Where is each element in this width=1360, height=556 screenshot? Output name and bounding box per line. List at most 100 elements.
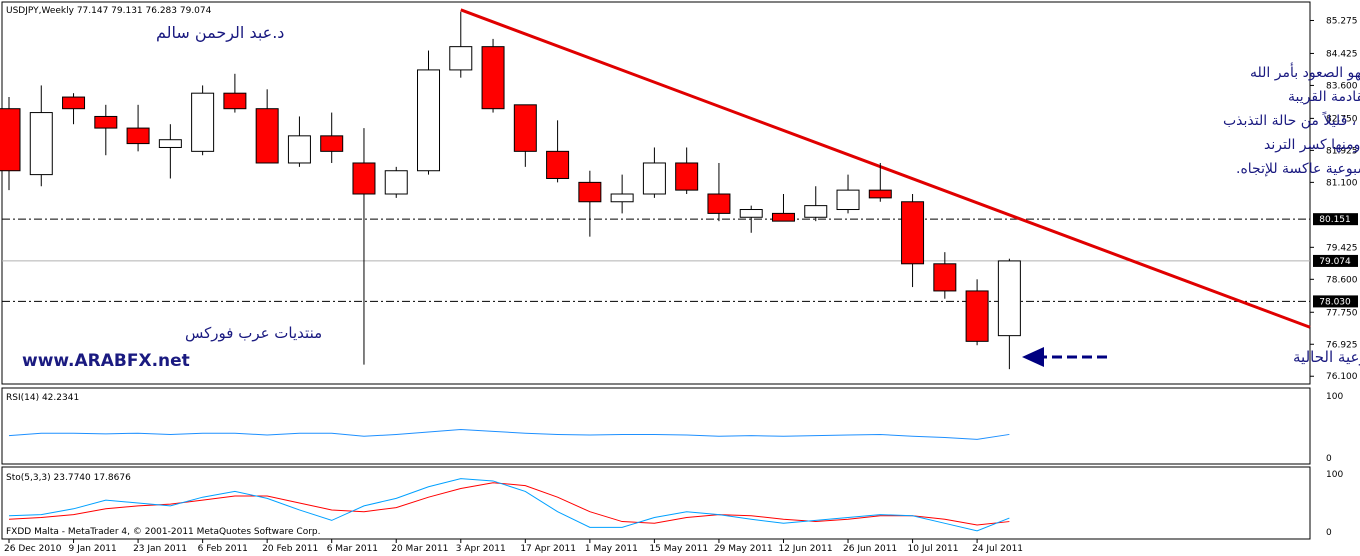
price-tick-label: 82.750 [1326,114,1358,124]
rsi-panel-frame [1,387,1311,465]
price-label: 80.151 [1319,215,1351,225]
price-tick-label: 81.925 [1326,146,1358,156]
candle [546,120,570,183]
rsi-line [8,428,1010,440]
candle [933,252,957,299]
sto-panel-frame [1,466,1311,540]
candle [287,116,311,167]
candle [62,93,86,125]
x-tick-label: 23 Jan 2011 [133,544,187,554]
candle [578,170,602,237]
candle-body-bear [546,150,570,179]
x-tick-label: 15 May 2011 [649,544,708,554]
x-tick-label: 20 Feb 2011 [262,544,318,554]
candle [901,194,925,288]
x-tick-label: 26 Dec 2010 [4,544,62,554]
price-label-box [1313,254,1358,267]
candle-body-bear [223,92,247,110]
candle [94,104,118,156]
candle [417,50,441,175]
candle [868,162,892,202]
candle-body-bull [287,135,311,164]
candle-body-bear [126,127,150,145]
x-tick-label: 6 Feb 2011 [198,544,248,554]
candle-body-bear [965,290,989,342]
candle [449,11,473,78]
candle-body-bull [836,189,860,211]
forum-name: منتديات عرب فوركس [185,324,322,342]
candle-body-bull [997,260,1021,337]
sto-main-line [8,478,1010,532]
candle [29,85,53,187]
candle [965,279,989,346]
price-tick-label: 78.600 [1326,275,1358,285]
candle [352,128,376,365]
candle [610,174,634,214]
candle-body-bear [868,189,892,199]
candle-body-bear [255,108,279,164]
candle [771,194,795,222]
candle-body-bull [29,112,53,176]
annotation-line: وأن القاع المتكون هذا الأسبوع هو آخر قاع… [1288,87,1360,105]
x-tick-label: 17 Apr 2011 [520,544,576,554]
price-label: 79.074 [1319,257,1351,267]
candle-body-bear [933,263,957,292]
annotation-line: إما لرسم شمعة أسبوعية إبتلاعية ومنها كسر… [1264,135,1360,153]
candle [739,205,763,233]
x-tick-label: 3 Apr 2011 [456,544,506,554]
candle-body-bear [62,96,86,110]
candle-body-bull [642,162,666,195]
candle [804,186,828,222]
candle-body-bear [771,212,795,222]
price-tick-label: 83.600 [1326,81,1358,91]
candle [997,258,1021,370]
sto-label: Sto(5,3,3) 23.7740 17.8676 [6,473,131,483]
trendline [460,8,1311,329]
candle-body-bull [384,170,408,195]
sto-tick-label: 0 [1326,528,1332,538]
candle [642,147,666,198]
candle [481,38,505,113]
x-tick-label: 24 Jul 2011 [972,544,1023,554]
candle-body-bull [739,209,763,218]
price-tick-label: 76.100 [1326,372,1358,382]
candle [675,147,699,194]
current-candle-label: الشمعة الأسبوعية الحالية [1293,347,1360,366]
site-url: www.ARABFX.net [22,351,190,371]
candle-body-bull [610,193,634,203]
price-label-box [1313,295,1358,308]
sto-signal-line [8,482,1010,526]
candle-body-bull [449,46,473,71]
candle [126,104,150,152]
candle [707,162,731,222]
annotation-block: أما عن الإتجاه المتوقع للزوج فهو الصعود … [1223,62,1360,177]
x-tick-label: 29 May 2011 [714,544,773,554]
annotation-line: أما عن الإتجاه المتوقع للزوج فهو الصعود … [1250,62,1360,81]
annotation-line: ومثل ما توقعنا ، قليلاً من حالة التذبذب [1223,111,1360,129]
symbol-header: USDJPY,Weekly 77.147 79.131 76.283 79.07… [6,6,212,16]
candle-body-bear [707,193,731,214]
x-tick-label: 20 Mar 2011 [391,544,448,554]
candle [836,174,860,214]
candle-body-bull [158,139,182,148]
candle [255,89,279,164]
x-tick-label: 6 Mar 2011 [327,544,378,554]
price-tick-label: 79.425 [1326,243,1358,253]
candle [0,97,21,191]
candle-body-bear [320,135,344,152]
current-candle-arrow-icon [1022,347,1044,367]
candle [158,124,182,179]
candle [320,112,344,163]
candle-body-bear [94,115,118,129]
candle-body-bull [417,69,441,172]
candle-body-bear [513,104,537,152]
price-tick-label: 84.425 [1326,49,1358,59]
candle-body-bear [675,162,699,191]
candle-body-bear [0,108,21,172]
annotation-line: أو لرسم شمعة أسبوعية عاكسة للإتجاه. [1236,159,1360,177]
rsi-label: RSI(14) 42.2341 [6,393,79,403]
x-tick-label: 9 Jan 2011 [69,544,117,554]
x-tick-label: 10 Jul 2011 [908,544,959,554]
price-label-box [1313,213,1358,226]
candle-body-bear [481,46,505,110]
